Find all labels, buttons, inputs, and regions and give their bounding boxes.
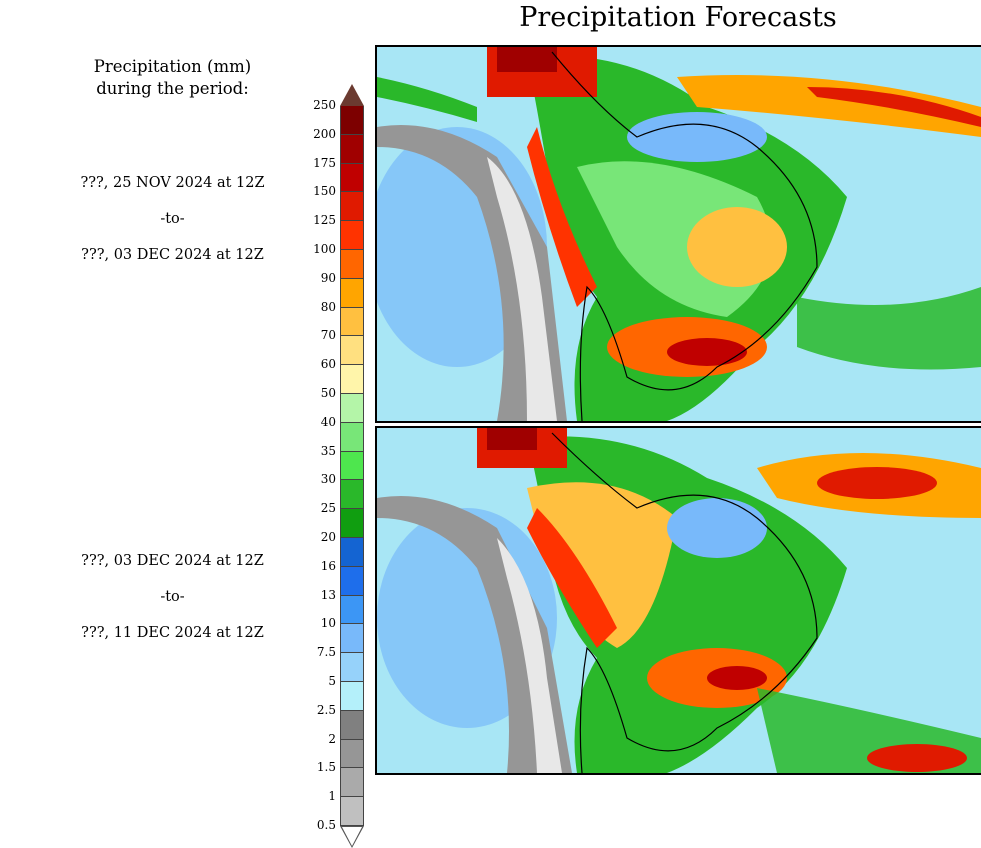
period-end: ???, 03 DEC 2024 at 12Z [81, 247, 264, 263]
colorbar-tick-label: 30 [320, 472, 336, 487]
colorbar-tick-label: 25 [320, 501, 336, 516]
colorbar-tick-label: 20 [320, 530, 336, 544]
period-1-label: ???, 25 NOV 2024 at 12Z -to- ???, 03 DEC… [40, 173, 305, 281]
colorbar-tick-label: 1 [328, 789, 336, 804]
colorbar-swatch [340, 480, 364, 510]
colorbar-tick-label: 150 [313, 184, 336, 199]
colorbar-swatch [340, 134, 364, 164]
colorbar-swatch [340, 566, 364, 596]
colorbar-tick-label: 80 [320, 299, 336, 314]
colorbar-swatch [340, 681, 364, 711]
period-end: ???, 11 DEC 2024 at 12Z [81, 625, 264, 641]
colorbar-swatch [340, 221, 364, 250]
legend-heading: Precipitation (mm) during the period: [40, 56, 305, 100]
colorbar-tick-label: 35 [320, 443, 336, 458]
colorbar-tick-label: 125 [313, 213, 336, 228]
colorbar-tick-label: 250 [313, 98, 336, 112]
colorbar-swatch [340, 451, 364, 481]
colorbar-over-triangle [340, 84, 364, 106]
colorbar-swatch [340, 192, 364, 222]
colorbar-swatch [340, 365, 364, 394]
colorbar-swatch [340, 739, 364, 769]
colorbar-swatch [340, 710, 364, 740]
colorbar-tick-label: 0.5 [316, 818, 336, 832]
forecast-map-period-1 [375, 45, 981, 423]
colorbar-tick-label: 2 [328, 731, 336, 746]
colorbar-tick-label: 13 [320, 587, 336, 602]
colorbar-swatch [340, 163, 364, 193]
colorbar-swatch [340, 624, 364, 654]
colorbar-tick-label: 40 [320, 414, 336, 429]
colorbar-tick-label: 10 [320, 616, 336, 631]
colorbar-tick-label: 60 [320, 357, 336, 372]
colorbar-swatch [340, 307, 364, 337]
colorbar-tick-label: 16 [320, 558, 336, 573]
colorbar-swatch [340, 797, 364, 826]
forecast-map-period-2 [375, 426, 981, 775]
colorbar-tick-label: 5 [328, 674, 336, 688]
colorbar-swatch [340, 768, 364, 798]
colorbar-swatch [340, 595, 364, 625]
colorbar-swatch [340, 278, 364, 308]
colorbar-tick-label: 2.5 [316, 702, 336, 717]
colorbar-swatch [340, 393, 364, 423]
colorbar-swatch [340, 106, 364, 135]
colorbar-swatch [340, 422, 364, 452]
period-separator: -to- [160, 211, 185, 227]
colorbar-tick-label: 100 [313, 242, 336, 256]
colorbar-swatch [340, 509, 364, 538]
colorbar-swatch [340, 336, 364, 366]
period-separator: -to- [160, 589, 185, 605]
period-start: ???, 25 NOV 2024 at 12Z [80, 175, 265, 191]
colorbar-under-triangle [340, 825, 364, 848]
colorbar-tick-label: 70 [320, 328, 336, 343]
colorbar-swatch [340, 249, 364, 279]
colorbar-swatch [340, 653, 364, 682]
colorbar-tick-label: 175 [313, 155, 336, 170]
colorbar-tick-label: 200 [313, 126, 336, 141]
period-2-label: ???, 03 DEC 2024 at 12Z -to- ???, 11 DEC… [40, 551, 305, 659]
colorbar-swatch [340, 537, 364, 567]
colorbar-tick-label: 7.5 [316, 645, 336, 660]
colorbar-tick-label: 50 [320, 386, 336, 400]
period-start: ???, 03 DEC 2024 at 12Z [81, 553, 264, 569]
colorbar-tick-label: 1.5 [316, 760, 336, 775]
colorbar-tick-label: 90 [320, 270, 336, 285]
colorbar [340, 84, 364, 848]
legend-heading-line: during the period: [96, 79, 249, 98]
page-title: Precipitation Forecasts [519, 2, 837, 33]
legend-heading-line: Precipitation (mm) [93, 57, 252, 76]
